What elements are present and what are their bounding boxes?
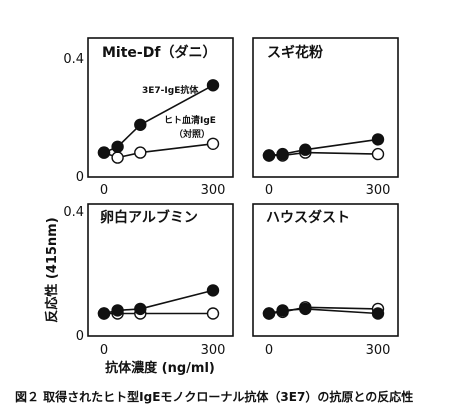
panel-housedust-antibody-point: [299, 302, 312, 316]
panel-ovalbumin-antibody-line: [103, 289, 214, 315]
panel-housedust-antibody-point: [371, 307, 385, 320]
panel-mite-antibody-point: [134, 118, 147, 132]
panel-mite-control-point: [134, 146, 147, 159]
panel-mite-ytick-top: 0.4: [63, 52, 84, 67]
panel-ovalbumin-xtick-300: 300: [201, 343, 226, 358]
panel-housedust-frame: [252, 203, 399, 337]
panel-ovalbumin-plot: [97, 284, 220, 320]
panel-housedust-antibody-line: [268, 308, 379, 315]
panel-ovalbumin-ytick-zero: 0: [76, 329, 84, 344]
panel-mite: Mite-Df（ダニ） 0.4 0 0 300 3E7-IgE抗体 ヒト血清Ig…: [63, 37, 234, 198]
panel-ovalbumin: 卵白アルブミン 0.4 0 0 300: [63, 203, 234, 358]
figure-caption: 図２ 取得されたヒト型IgEモノクローナル抗体（3E7）の抗原との反応性: [15, 389, 413, 404]
panel-cedar-plot: [262, 133, 385, 162]
panel-cedar-xtick-300: 300: [366, 183, 391, 198]
panel-housedust-xtick-300: 300: [366, 343, 391, 358]
panel-mite-xtick-zero: 0: [100, 183, 108, 198]
panel-cedar-antibody-point: [262, 149, 276, 162]
panel-ovalbumin-control-point: [206, 307, 220, 320]
panel-mite-xtick-300: 300: [201, 183, 226, 198]
label-antibody: 3E7-IgE抗体: [142, 84, 199, 96]
panel-ovalbumin-frame: [87, 203, 234, 337]
panel-housedust-plot: [262, 301, 385, 320]
panel-mite-antibody-point: [97, 146, 111, 159]
label-control-line1: ヒト血清IgE: [164, 114, 216, 126]
panel-mite-plot: [97, 79, 220, 164]
panel-housedust-antibody-point: [262, 307, 276, 320]
panel-mite-antibody-point: [206, 79, 220, 92]
panel-ovalbumin-xtick-zero: 0: [100, 343, 108, 358]
panel-cedar-antibody-point: [299, 143, 312, 156]
panel-housedust-antibody-point: [276, 304, 289, 317]
panel-mite-title: Mite-Df（ダニ）: [102, 44, 216, 61]
panel-cedar-antibody-point: [371, 133, 385, 146]
y-axis-label: 反応性 (415nm): [44, 217, 60, 322]
panel-mite-frame: [87, 37, 234, 178]
panel-housedust-title: ハウスダスト: [266, 209, 350, 226]
panel-mite-control-point: [111, 151, 124, 164]
panel-ovalbumin-ytick-top: 0.4: [63, 205, 84, 220]
panel-mite-antibody-point: [111, 140, 124, 154]
panel-mite-antibody-line: [103, 84, 214, 154]
panel-cedar-antibody-point: [276, 147, 289, 161]
panel-cedar-xtick-zero: 0: [265, 183, 273, 198]
panel-cedar: スギ花粉 0 300: [252, 37, 399, 198]
panel-housedust: ハウスダスト 0 300: [252, 203, 399, 358]
panel-housedust-xtick-zero: 0: [265, 343, 273, 358]
panel-cedar-control-point: [371, 147, 385, 161]
panel-cedar-title: スギ花粉: [267, 44, 323, 61]
x-axis-label: 抗体濃度 (ng/ml): [105, 360, 215, 376]
panel-mite-control-line: [103, 143, 214, 159]
label-control-line2: （対照）: [174, 128, 210, 140]
panel-ovalbumin-antibody-point: [134, 302, 147, 316]
panel-mite-ytick-zero: 0: [76, 170, 84, 185]
panel-cedar-frame: [252, 37, 399, 178]
panel-mite-control-point: [206, 137, 220, 151]
panel-ovalbumin-antibody-point: [111, 304, 124, 317]
panel-ovalbumin-title: 卵白アルブミン: [100, 209, 198, 226]
panel-cedar-antibody-line: [268, 138, 379, 157]
panel-ovalbumin-antibody-point: [97, 307, 111, 320]
panel-ovalbumin-antibody-point: [206, 284, 220, 297]
